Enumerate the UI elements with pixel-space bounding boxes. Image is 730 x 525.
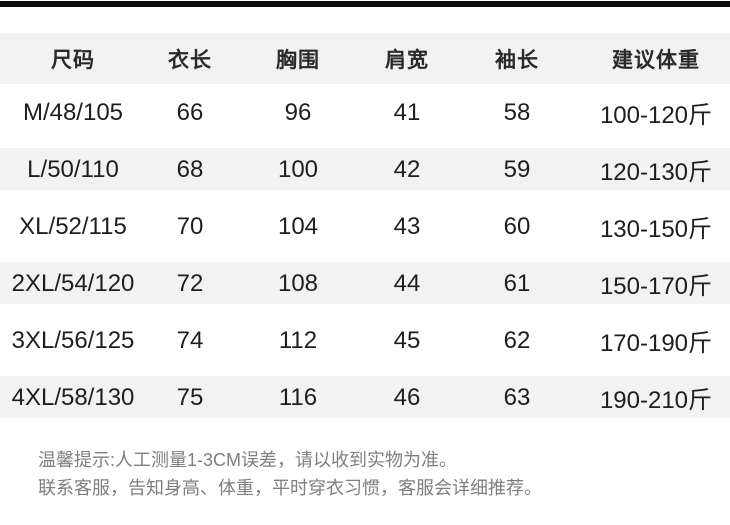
table-cell: 3XL/56/125 bbox=[11, 326, 135, 354]
table-cell: 112 bbox=[278, 326, 318, 354]
table-cell: 61 bbox=[503, 269, 531, 297]
column-header: 胸围 bbox=[276, 48, 320, 72]
size-table: 尺码 衣长 胸围 肩宽 袖长 建议体重 M/48/105 66 96 41 58 100-120斤 L… bbox=[0, 33, 730, 426]
footer-notes: 温馨提示:人工测量1-3CM误差，请以收到实物为准。 联系客服，告知身高、体重，… bbox=[0, 446, 730, 502]
table-cell: 190-210斤 bbox=[599, 387, 713, 414]
table-cell: 46 bbox=[393, 383, 421, 411]
table-cell: 43 bbox=[393, 212, 421, 240]
size-chart-page: 尺码 衣长 胸围 肩宽 袖长 建议体重 M/48/105 66 96 41 58 100-120斤 L… bbox=[0, 1, 730, 502]
table-cell: L/50/110 bbox=[27, 155, 119, 183]
table-body: M/48/105 66 96 41 58 100-120斤 L/50/110 68 100 42 5… bbox=[0, 84, 730, 426]
table-cell: 75 bbox=[176, 383, 204, 411]
table-cell: 59 bbox=[503, 155, 531, 183]
table-cell: 68 bbox=[176, 155, 204, 183]
table-row: 2XL/54/120 72 108 44 61 150-170斤 bbox=[0, 255, 730, 312]
table-cell: 45 bbox=[393, 326, 421, 354]
table-cell: 100 bbox=[277, 155, 319, 183]
table-cell: 62 bbox=[503, 326, 531, 354]
column-header: 建议体重 bbox=[612, 48, 700, 72]
footer-note-measurement: 温馨提示:人工测量1-3CM误差，请以收到实物为准。 bbox=[38, 450, 458, 470]
table-cell: 2XL/54/120 bbox=[11, 269, 135, 297]
column-header: 衣长 bbox=[168, 48, 212, 72]
table-cell: 72 bbox=[176, 269, 204, 297]
table-cell: 104 bbox=[277, 212, 319, 240]
table-cell: 44 bbox=[393, 269, 421, 297]
table-row: M/48/105 66 96 41 58 100-120斤 bbox=[0, 84, 730, 141]
table-row: L/50/110 68 100 42 59 120-130斤 bbox=[0, 141, 730, 198]
table-cell: 60 bbox=[503, 212, 531, 240]
table-cell: XL/52/115 bbox=[19, 212, 127, 240]
column-header: 尺码 bbox=[51, 48, 95, 72]
table-cell: 130-150斤 bbox=[599, 216, 713, 243]
column-header: 肩宽 bbox=[385, 48, 429, 72]
table-row: XL/52/115 70 104 43 60 130-150斤 bbox=[0, 198, 730, 255]
table-cell: 116 bbox=[278, 383, 318, 411]
table-cell: 108 bbox=[277, 269, 319, 297]
table-cell: 66 bbox=[176, 98, 204, 126]
table-cell: 100-120斤 bbox=[599, 102, 713, 129]
table-row: 4XL/58/130 75 116 46 63 190-210斤 bbox=[0, 369, 730, 426]
top-accent-bar bbox=[0, 1, 730, 7]
table-cell: 41 bbox=[393, 98, 421, 126]
column-header: 袖长 bbox=[495, 48, 539, 72]
table-cell: 74 bbox=[176, 326, 204, 354]
table-cell: 63 bbox=[503, 383, 531, 411]
table-cell: 70 bbox=[176, 212, 204, 240]
table-cell: 42 bbox=[393, 155, 421, 183]
table-row: 3XL/56/125 74 112 45 62 170-190斤 bbox=[0, 312, 730, 369]
table-cell: 170-190斤 bbox=[599, 330, 713, 357]
table-header-row: 尺码 衣长 胸围 肩宽 袖长 建议体重 bbox=[0, 33, 730, 84]
table-cell: 120-130斤 bbox=[599, 159, 713, 186]
table-cell: M/48/105 bbox=[22, 98, 124, 126]
table-cell: 58 bbox=[503, 98, 531, 126]
table-cell: 4XL/58/130 bbox=[11, 383, 135, 411]
table-cell: 150-170斤 bbox=[599, 273, 713, 300]
footer-note-service: 联系客服，告知身高、体重，平时穿衣习惯，客服会详细推荐。 bbox=[38, 478, 542, 498]
table-cell: 96 bbox=[284, 98, 312, 126]
